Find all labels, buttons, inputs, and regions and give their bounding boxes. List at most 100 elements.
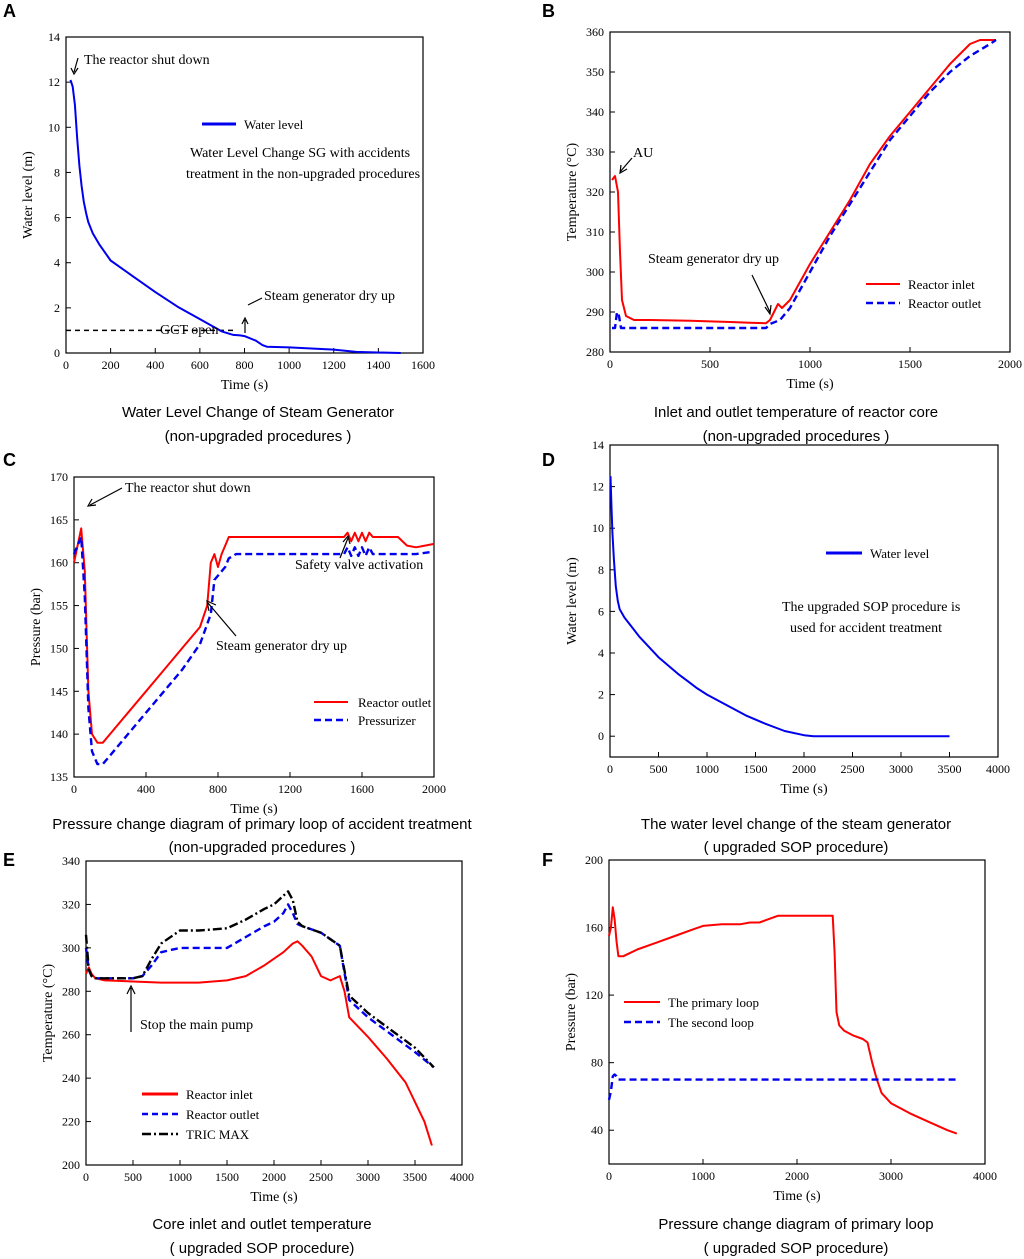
annotation-arrow [247, 297, 263, 306]
plot-frame [85, 860, 463, 1166]
x-tick-label: 800 [209, 782, 227, 796]
x-tick-label: 2500 [841, 762, 865, 776]
x-axis-label: Time (s) [230, 802, 278, 817]
panel-f: F 0 1000 2000 3000 4000 40 80 120 160 200 Time (s)… [542, 850, 997, 1257]
x-tick-label: 1600 [411, 358, 435, 372]
x-tick-label: 1500 [744, 762, 768, 776]
y-tick-label: 120 [585, 988, 603, 1002]
y-tick-label: 155 [50, 599, 68, 613]
y-tick-label: 160 [50, 556, 68, 570]
x-tick-label: 2000 [792, 762, 816, 776]
x-tick-label: 3000 [879, 1169, 903, 1183]
panel-e-series [84, 890, 435, 1146]
annotation-sop-2: used for accident treatment [790, 621, 942, 636]
legend-label-reactor-inlet: Reactor inlet [186, 1087, 253, 1102]
annotation-reactor-shutdown: The reactor shut down [125, 481, 251, 496]
panel-letter-a: A [3, 1, 16, 21]
y-tick-label: 4 [598, 646, 604, 660]
y-tick-label: 290 [586, 305, 604, 319]
annotation-arrow [751, 274, 772, 316]
panel-d-axes: 0 500 1000 1500 2000 2500 3000 3500 4000 0 2 4 6 8 10 1… [565, 438, 1010, 797]
y-tick-label: 360 [586, 25, 604, 39]
y-tick-label: 280 [586, 345, 604, 359]
y-tick-label: 8 [54, 165, 60, 179]
legend-label-second-loop: The second loop [668, 1015, 754, 1030]
legend-label-reactor-outlet: Reactor outlet [358, 695, 432, 710]
annotation-dry-up: Steam generator dry up [648, 252, 779, 267]
x-tick-label: 0 [606, 1169, 612, 1183]
x-tick-label: 2000 [998, 357, 1022, 371]
y-axis-label: Pressure (bar) [29, 588, 44, 666]
y-tick-label: 12 [48, 75, 60, 89]
caption-c-line1: Pressure change diagram of primary loop … [52, 816, 472, 833]
legend-label-reactor-outlet: Reactor outlet [908, 296, 982, 311]
y-axis-label: Temperature (°C) [41, 964, 56, 1063]
annotation-arrow-gct [241, 316, 249, 333]
x-tick-label: 3500 [403, 1170, 427, 1184]
y-tick-label: 300 [62, 941, 80, 955]
y-tick-label: 14 [48, 30, 60, 44]
x-tick-label: 1000 [691, 1169, 715, 1183]
x-tick-label: 1400 [366, 358, 390, 372]
arrowhead [70, 67, 79, 76]
x-tick-label: 500 [124, 1170, 142, 1184]
x-tick-label: 2000 [262, 1170, 286, 1184]
annotation-arrow [619, 157, 633, 175]
x-tick-label: 1500 [215, 1170, 239, 1184]
caption-e-line2: ( upgraded SOP procedure) [170, 1240, 355, 1257]
panel-c-axes: 0 400 800 1200 1600 2000 135 140 145 150 155 160 165… [29, 470, 446, 817]
x-tick-label: 1000 [798, 357, 822, 371]
annotation-arrow [73, 57, 79, 73]
y-tick-label: 320 [62, 897, 80, 911]
annotation-description-2: treatment in the non-upgraded procedures [186, 167, 420, 182]
plot-frame [73, 476, 435, 778]
x-tick-label: 4000 [450, 1170, 474, 1184]
x-tick-label: 0 [71, 782, 77, 796]
y-axis-label: Water level (m) [565, 557, 580, 645]
panel-e: E 0 500 1000 1500 2000 2500 3000 3500 4000 200 220… [3, 850, 474, 1257]
x-tick-label: 4000 [986, 762, 1010, 776]
x-tick-label: 0 [63, 358, 69, 372]
panel-c: C 0 400 800 1200 1600 2000 135 140 145 150 155 160 1… [3, 450, 473, 856]
x-tick-label: 1600 [350, 782, 374, 796]
annotation-gct-open: GCT open [160, 323, 218, 338]
x-tick-label: 1500 [898, 357, 922, 371]
panel-letter-b: B [542, 1, 555, 21]
plot-frame [608, 859, 986, 1165]
x-axis-label: Time (s) [250, 1190, 298, 1205]
y-tick-label: 165 [50, 513, 68, 527]
y-axis-label: Water level (m) [21, 151, 36, 239]
x-tick-label: 800 [236, 358, 254, 372]
x-tick-label: 0 [607, 357, 613, 371]
y-tick-label: 340 [62, 854, 80, 868]
annotation-arrow [86, 487, 123, 507]
legend-label-tric-max: TRIC MAX [186, 1127, 250, 1142]
panel-b: B 0 500 1000 1500 2000 280 290 300 310 320 330 340 3… [542, 1, 1022, 445]
x-axis-label: Time (s) [780, 782, 828, 797]
x-axis-label: Time (s) [221, 378, 269, 393]
series-line-tric-max [84, 890, 435, 1069]
y-tick-label: 10 [592, 521, 604, 535]
panel-d-series [609, 476, 950, 738]
y-tick-label: 2 [54, 301, 60, 315]
panel-letter-c: C [3, 450, 16, 470]
annotation-sop-1: The upgraded SOP procedure is [782, 600, 960, 615]
y-tick-label: 200 [62, 1158, 80, 1172]
panel-letter-f: F [542, 850, 553, 870]
series-line-pressurizer [72, 535, 435, 766]
panel-letter-d: D [542, 450, 555, 470]
annotation-au: AU [633, 146, 653, 161]
caption-d-line1: The water level change of the steam gene… [641, 816, 951, 833]
y-tick-label: 0 [54, 346, 60, 360]
legend-label-reactor-inlet: Reactor inlet [908, 277, 975, 292]
y-tick-label: 4 [54, 256, 60, 270]
y-tick-label: 280 [62, 984, 80, 998]
legend-label-water-level: Water level [244, 117, 304, 132]
y-tick-label: 40 [591, 1123, 603, 1137]
caption-a-line2: (non-upgraded procedures ) [165, 428, 352, 445]
caption-f-line1: Pressure change diagram of primary loop [658, 1216, 933, 1233]
y-tick-label: 145 [50, 684, 68, 698]
y-tick-label: 6 [54, 211, 60, 225]
panel-c-series [72, 527, 435, 766]
